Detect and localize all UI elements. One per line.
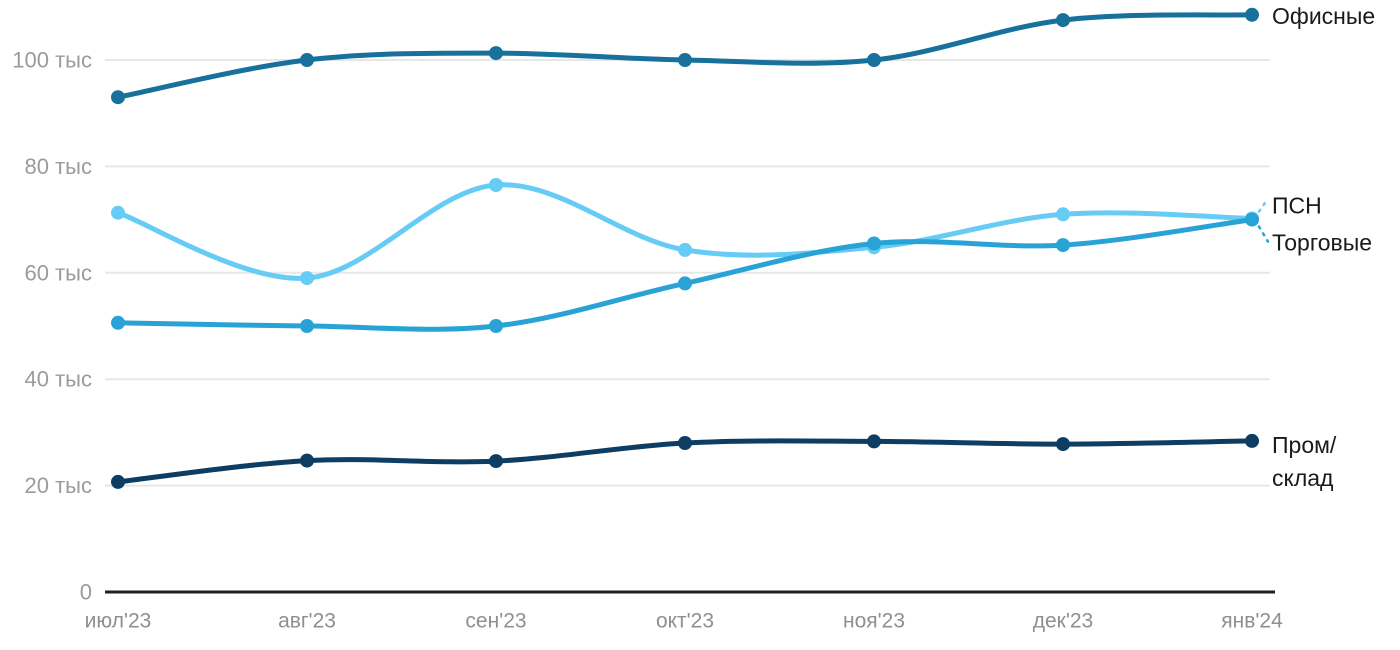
series-end-label: склад [1272, 465, 1334, 491]
series-end-label: ПСН [1272, 193, 1322, 219]
data-point [678, 53, 692, 67]
data-point [111, 205, 125, 220]
data-point [300, 53, 314, 67]
x-tick-label: июл'23 [85, 610, 152, 633]
data-point [678, 436, 692, 450]
data-point [1056, 238, 1070, 253]
data-point [1245, 7, 1259, 22]
y-tick-label: 60 тыс [25, 260, 92, 285]
label-leader-line [1257, 225, 1270, 243]
y-tick-label: 40 тыс [25, 367, 92, 392]
x-tick-label: дек'23 [1033, 610, 1094, 633]
series-4: Пром/склад [111, 432, 1337, 491]
data-point [111, 315, 125, 330]
series-end-label: Офисные [1272, 3, 1375, 29]
data-point [1056, 437, 1070, 452]
data-point [678, 276, 692, 291]
series-3: Торговые [111, 212, 1372, 333]
data-point [111, 474, 125, 489]
data-point [300, 319, 314, 333]
data-point [1056, 13, 1070, 28]
x-tick-label: окт'23 [656, 610, 714, 633]
x-tick-label: авг'23 [278, 610, 336, 633]
series-2: ПСН [111, 178, 1322, 286]
series-end-label: Пром/ [1272, 432, 1337, 458]
x-tick-label: янв'24 [1221, 610, 1283, 633]
data-point [1056, 207, 1070, 222]
y-tick-label: 20 тыс [25, 473, 92, 498]
data-point [489, 454, 503, 469]
series-line [115, 182, 1255, 281]
data-point [489, 319, 503, 333]
data-point [867, 434, 881, 449]
x-tick-label: сен'23 [465, 610, 526, 633]
data-point [1245, 212, 1259, 227]
series-line [115, 217, 1255, 332]
data-point [489, 178, 503, 192]
data-point [867, 53, 881, 67]
data-point [678, 242, 692, 257]
data-point [489, 46, 503, 61]
y-tick-label: 100 тыс [12, 48, 92, 73]
series-1: Офисные [111, 3, 1375, 105]
y-tick-label: 0 [80, 580, 92, 605]
data-point [867, 236, 881, 251]
x-tick-label: ноя'23 [843, 610, 905, 633]
y-tick-label: 80 тыс [25, 154, 92, 179]
data-point [300, 453, 314, 468]
data-point [300, 271, 314, 286]
data-point [1245, 433, 1259, 448]
series-end-label: Торговые [1272, 230, 1372, 256]
data-point [111, 90, 125, 105]
label-leader-line [1257, 197, 1270, 213]
